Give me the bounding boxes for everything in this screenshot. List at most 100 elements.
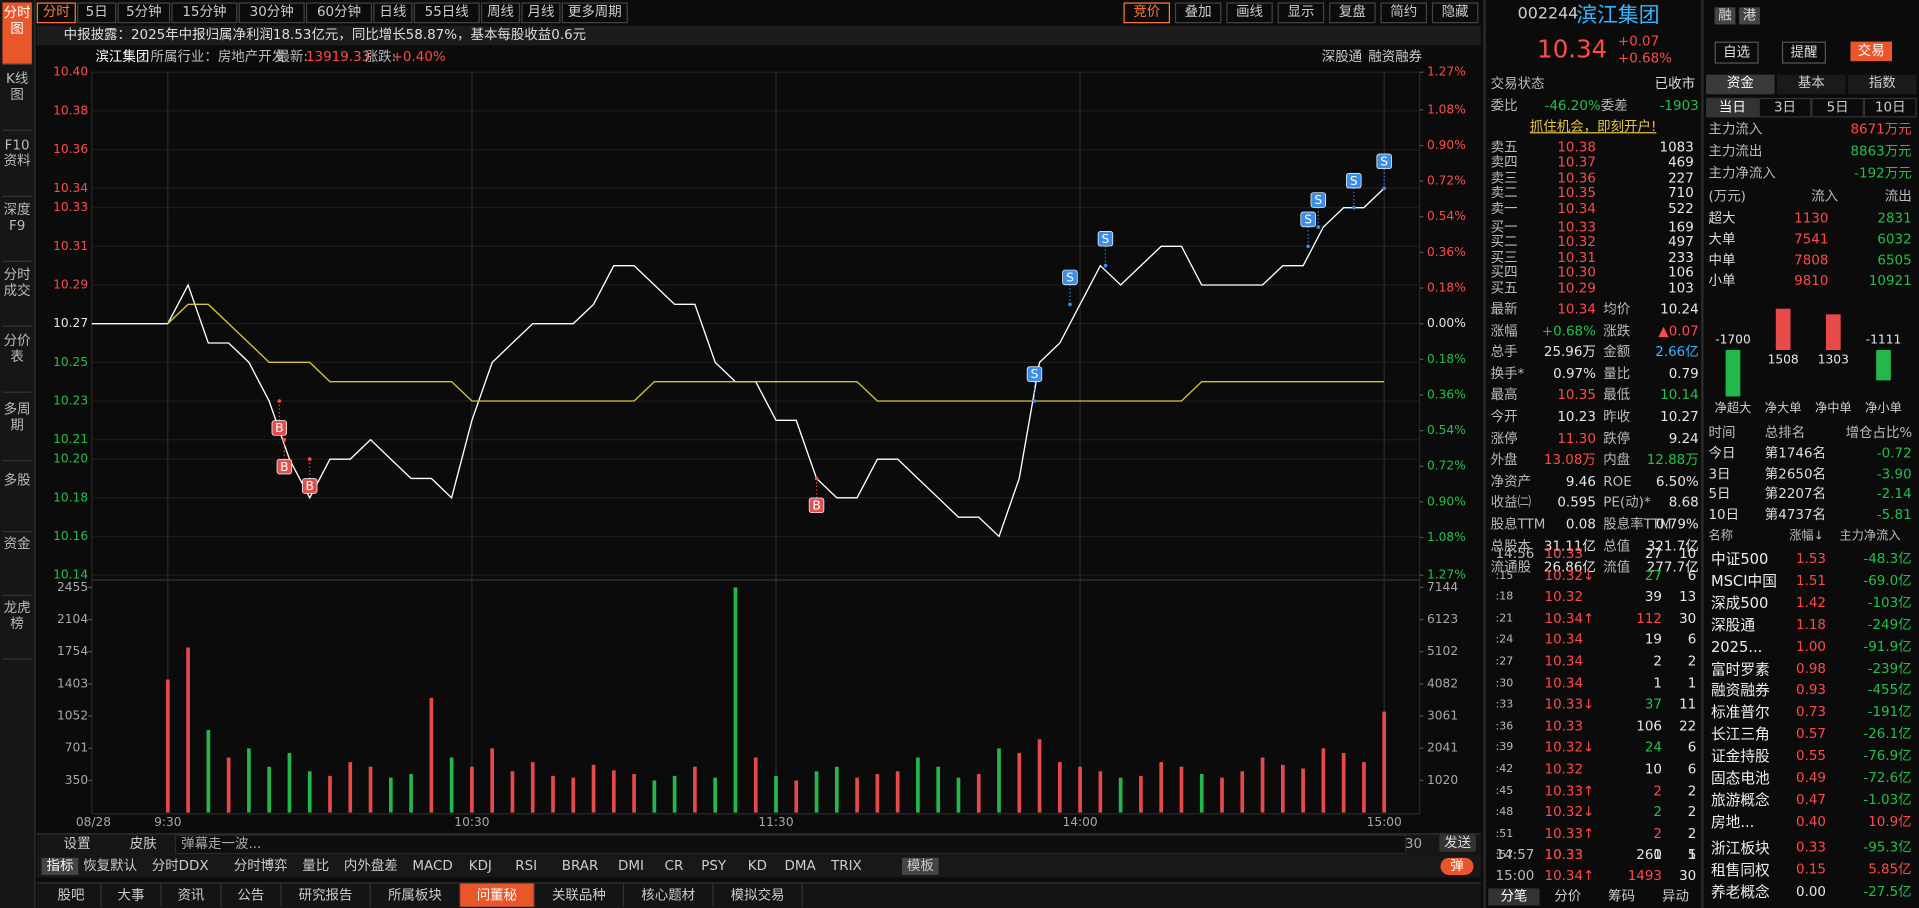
bottom-tab[interactable]: 研究报告 <box>281 883 371 907</box>
indicator-tab[interactable]: TRIX <box>830 857 862 874</box>
side-tab[interactable]: 深度F9 <box>2 199 32 262</box>
badge[interactable]: 融 <box>1714 7 1736 25</box>
indicator-tab[interactable]: 模板 <box>901 857 939 875</box>
bottom-tab[interactable]: 模拟交易 <box>714 883 803 907</box>
bottom-tab[interactable]: 所属板块 <box>371 883 461 907</box>
stat-value: +0.68% <box>1541 322 1596 339</box>
indicator-tab[interactable]: RSI <box>515 857 538 874</box>
trade-marker-label: S <box>1102 232 1110 246</box>
detail-tab[interactable]: 分笔 <box>1488 888 1540 906</box>
stat-label: 金额 <box>1603 344 1631 361</box>
side-tab[interactable]: 多股 <box>2 470 32 533</box>
indicator-tab[interactable]: MACD <box>412 857 453 874</box>
side-tab[interactable]: 龙虎榜 <box>2 597 32 660</box>
side-tab[interactable]: K线图 <box>2 69 32 131</box>
side-tab[interactable]: F10资料 <box>2 135 32 198</box>
period-button[interactable]: 更多周期 <box>561 2 628 24</box>
fund-period[interactable]: 10日 <box>1863 97 1917 118</box>
indicator-tab[interactable]: KDJ <box>468 857 492 874</box>
indicator-tab[interactable]: DMA <box>784 857 816 874</box>
trade-marker <box>302 478 318 494</box>
period-button[interactable]: 30分钟 <box>238 2 305 24</box>
action[interactable]: 提醒 <box>1781 41 1826 64</box>
indicator-tab[interactable]: 分时博弈 <box>233 857 288 874</box>
period-button[interactable]: 55日线 <box>413 2 480 24</box>
action[interactable]: 交易 <box>1850 41 1893 62</box>
indicator-tab[interactable]: 量比 <box>302 857 330 874</box>
period-button[interactable]: 5日 <box>77 2 117 24</box>
badge[interactable]: 港 <box>1739 7 1760 25</box>
indicator-tab[interactable]: KD <box>747 857 767 874</box>
trade-marker <box>1300 211 1316 228</box>
tool-button[interactable]: 叠加 <box>1174 2 1222 24</box>
indicator-tab[interactable]: 内外盘差 <box>343 857 398 874</box>
bottom-tab[interactable]: 股吧 <box>42 883 102 907</box>
period-button[interactable]: 15分钟 <box>171 2 238 24</box>
sector-flow: -26.1亿 <box>1863 725 1912 742</box>
fund-period[interactable]: 3日 <box>1758 97 1812 118</box>
detail-tab[interactable]: 筹码 <box>1608 888 1636 905</box>
indicator-tab[interactable]: 指标 <box>41 857 79 875</box>
stat-label: 涨幅 <box>1490 322 1518 339</box>
side-tab[interactable]: 分时成交 <box>2 264 32 327</box>
bottom-tab[interactable]: 资讯 <box>162 883 222 907</box>
tick-price: 10.32 <box>1544 761 1584 778</box>
fund-period[interactable]: 当日 <box>1706 97 1759 118</box>
indicator-tab[interactable]: BRAR <box>561 857 599 874</box>
tag[interactable]: 深股通 <box>1321 48 1363 65</box>
indicator-tab[interactable]: CR <box>664 857 684 874</box>
bottom-tab[interactable]: 关联品种 <box>535 883 625 907</box>
period-button[interactable]: 分时 <box>36 2 76 24</box>
fund-tab[interactable]: 资金 <box>1706 74 1775 95</box>
period-button[interactable]: 周线 <box>480 2 521 24</box>
side-tab[interactable]: 资金 <box>2 534 32 596</box>
tool-button[interactable]: 简约 <box>1380 2 1428 24</box>
fund-tab[interactable]: 指数 <box>1848 74 1917 95</box>
danmu-toggle[interactable]: 弹 <box>1440 857 1474 875</box>
indicator-tab[interactable]: PSY <box>701 857 727 874</box>
tick-count: 2 <box>1687 804 1697 821</box>
bottom-tab[interactable]: 大事 <box>102 883 162 907</box>
chat-skin[interactable]: 皮肤 <box>129 835 157 852</box>
volume-bar <box>307 771 312 813</box>
x-tick-label: 11:30 <box>758 815 793 829</box>
fund-period[interactable]: 5日 <box>1811 97 1864 118</box>
fund-tab[interactable]: 基本 <box>1777 74 1846 95</box>
period-button[interactable]: 60分钟 <box>305 2 373 24</box>
tool-button[interactable]: 显示 <box>1277 2 1325 24</box>
chat-send[interactable]: 发送 <box>1439 834 1476 852</box>
indicator-tab[interactable]: DMI <box>618 857 645 874</box>
y-tick-label: 10.21 <box>53 432 88 446</box>
bottom-tab[interactable]: 问董秘 <box>460 883 535 907</box>
tool-button[interactable]: 隐藏 <box>1431 2 1479 24</box>
tick-time: :36 <box>1495 720 1514 733</box>
sector-flow: -455亿 <box>1867 682 1912 698</box>
action[interactable]: 自选 <box>1714 41 1759 64</box>
tool-button[interactable]: 竞价 <box>1123 2 1171 24</box>
indicator-tab[interactable]: 分时DDX <box>151 857 209 874</box>
bottom-tab[interactable]: 核心题材 <box>624 883 714 907</box>
side-tab[interactable]: 分价表 <box>2 330 32 393</box>
tick-time: :39 <box>1495 742 1514 755</box>
chat-settings[interactable]: 设置 <box>63 835 91 852</box>
detail-tab[interactable]: 异动 <box>1661 888 1689 905</box>
period-button[interactable]: 月线 <box>521 2 561 24</box>
detail-tab[interactable]: 分价 <box>1554 888 1582 905</box>
marker-dot <box>1032 399 1037 403</box>
volume-bar <box>956 777 961 813</box>
side-tab[interactable]: 分时图 <box>2 2 32 65</box>
sector-flow: -91.9亿 <box>1863 638 1912 655</box>
tick-volume: 260 <box>1636 847 1662 864</box>
tool-button[interactable]: 画线 <box>1226 2 1273 24</box>
tag[interactable]: 融资融券 <box>1368 48 1423 65</box>
volume-bar <box>470 766 474 813</box>
side-tab[interactable]: 多周期 <box>2 399 32 462</box>
tool-button[interactable]: 复盘 <box>1329 2 1376 24</box>
marker-dot <box>1382 186 1387 191</box>
chat-input[interactable]: 弹幕走一波... <box>175 834 1407 855</box>
period-button[interactable]: 日线 <box>373 2 413 24</box>
indicator-tab[interactable]: 恢复默认 <box>83 857 138 874</box>
bottom-tab[interactable]: 公告 <box>222 883 282 907</box>
period-button[interactable]: 5分钟 <box>117 2 171 24</box>
banner[interactable]: 抓住机会，即刻开户! <box>1529 118 1657 135</box>
